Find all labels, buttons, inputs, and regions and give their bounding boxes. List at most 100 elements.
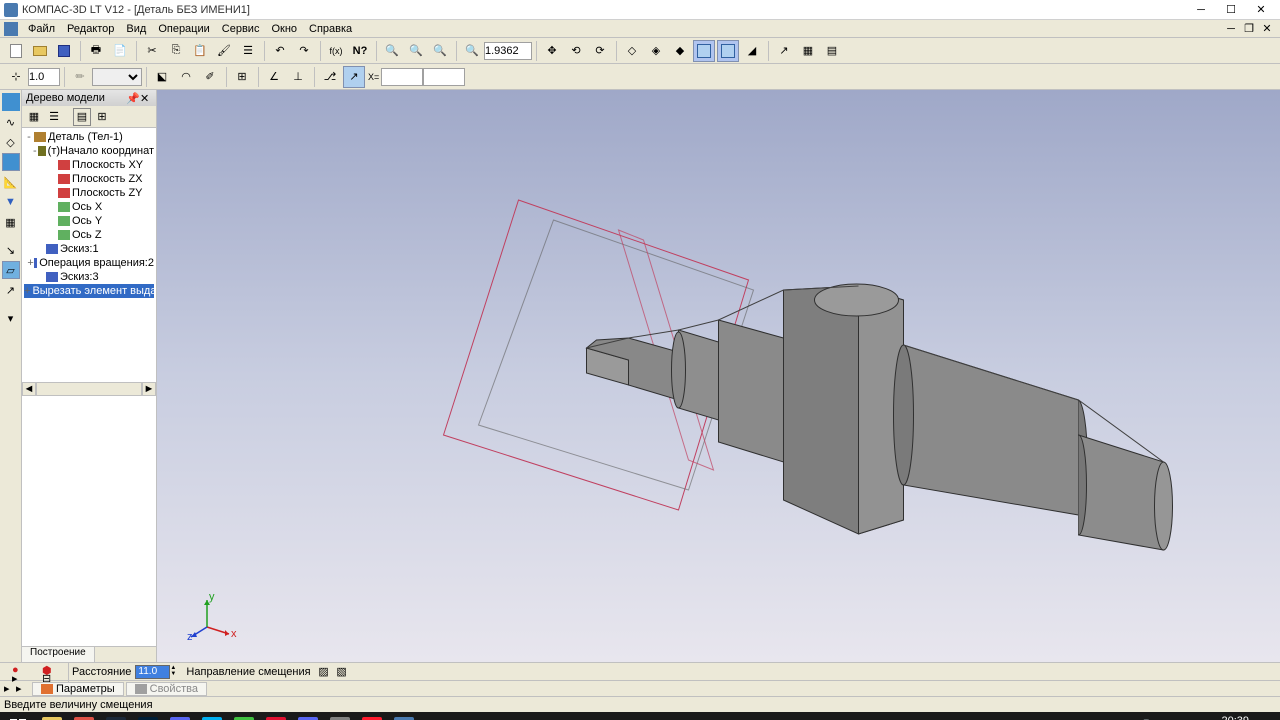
fx-button[interactable]: f(x) (325, 40, 347, 62)
taskbar-app-kompas[interactable] (388, 712, 420, 720)
tool-spec[interactable]: ▦ (2, 213, 20, 231)
taskbar-app-explorer[interactable] (36, 712, 68, 720)
tree-hscroll[interactable]: ◄ ► (22, 382, 156, 396)
menu-service[interactable]: Сервис (216, 22, 266, 36)
pan-button[interactable]: ✥ (541, 40, 563, 62)
menu-view[interactable]: Вид (120, 22, 152, 36)
taskbar-app-discord[interactable] (292, 712, 324, 720)
distance-spinner[interactable]: ▲▼ (170, 665, 182, 679)
taskbar-app-opera[interactable] (356, 712, 388, 720)
tab-build[interactable]: Построение (22, 647, 95, 662)
tool-measure[interactable]: 📐 (2, 173, 20, 191)
scroll-left[interactable]: ◄ (22, 382, 36, 396)
tab-properties[interactable]: Свойства (126, 682, 207, 696)
zoom-combo[interactable] (484, 42, 532, 60)
tree-item[interactable]: +Операция вращения:2 (24, 256, 154, 270)
direction-fwd-button[interactable]: ▨ (316, 665, 332, 679)
erase2-button[interactable]: ✐ (199, 66, 221, 88)
taskbar-app-obs[interactable] (260, 712, 292, 720)
param-auto[interactable]: ▸ (12, 672, 26, 680)
zoom-window-button[interactable]: 🔍 (405, 40, 427, 62)
coord-y-input[interactable] (423, 68, 465, 86)
tree-item[interactable]: Ось Y (24, 214, 154, 228)
save-button[interactable] (53, 40, 75, 62)
preview-button[interactable]: 📄 (109, 40, 131, 62)
tree-item[interactable]: Ось X (24, 200, 154, 214)
tool-line[interactable]: ∿ (2, 113, 20, 131)
tool-surface[interactable]: ◇ (2, 133, 20, 151)
tree-item[interactable]: +Вырезать элемент выдав (24, 284, 154, 298)
erase-button[interactable]: ✏ (69, 66, 91, 88)
wireframe-button[interactable]: ◇ (621, 40, 643, 62)
zoom-scale-button[interactable]: 🔍 (461, 40, 483, 62)
ortho-button[interactable]: ⬕ (151, 66, 173, 88)
redraw-button[interactable]: ⟳ (589, 40, 611, 62)
tool-extrude[interactable] (2, 93, 20, 111)
print-button[interactable]: 🖶 (85, 40, 107, 62)
param-apply[interactable]: ● (12, 664, 26, 672)
coord-button[interactable]: ↗ (343, 66, 365, 88)
tree-item[interactable]: -Деталь (Тел-1) (24, 130, 154, 144)
new-button[interactable] (5, 40, 27, 62)
tool-filter[interactable]: ▼ (2, 193, 20, 211)
open-button[interactable] (29, 40, 51, 62)
copy-button[interactable]: ⎘ (165, 40, 187, 62)
tree-item[interactable]: Плоскость XY (24, 158, 154, 172)
menu-file[interactable]: Файл (22, 22, 61, 36)
taskbar-app-app1[interactable] (324, 712, 356, 720)
tree-item[interactable]: -(т)Начало координат (24, 144, 154, 158)
tool-edit[interactable]: ↘ (2, 241, 20, 259)
tool-aux[interactable] (2, 153, 20, 171)
angle-button[interactable]: ∠ (263, 66, 285, 88)
taskbar-app-visualstudio[interactable] (164, 712, 196, 720)
taskbar-app-skype[interactable] (196, 712, 228, 720)
tree-item[interactable]: Плоскость ZY (24, 186, 154, 200)
param-stop[interactable]: ⬢ (42, 664, 56, 672)
param-opt[interactable]: ⊟ (42, 672, 56, 680)
pt-struct[interactable]: ⊞ (93, 108, 111, 126)
menu-help[interactable]: Справка (303, 22, 358, 36)
menu-operations[interactable]: Операции (152, 22, 215, 36)
taskbar-app-steam[interactable] (100, 712, 132, 720)
tab-parameters[interactable]: Параметры (32, 682, 124, 696)
tool-axis[interactable]: ↗ (2, 281, 20, 299)
close-button[interactable]: ✕ (1246, 0, 1276, 20)
round-button[interactable]: ◠ (175, 66, 197, 88)
rotate-button[interactable]: ⟲ (565, 40, 587, 62)
panel-close-icon[interactable]: ✕ (140, 92, 152, 104)
perspective-button[interactable]: ◢ (741, 40, 763, 62)
section-button[interactable]: ▤ (821, 40, 843, 62)
coord-x-input[interactable] (381, 68, 423, 86)
redo-button[interactable]: ↷ (293, 40, 315, 62)
tool-plane[interactable]: ▱ (2, 261, 20, 279)
tray-clock[interactable]: 20:39 27.02.2018 (1194, 716, 1249, 720)
taskbar-app-3dsmax[interactable] (228, 712, 260, 720)
mdi-minimize[interactable]: ─ (1223, 22, 1239, 36)
start-button[interactable] (0, 712, 36, 720)
orientation-button[interactable]: ↗ (773, 40, 795, 62)
tree-item[interactable]: Плоскость ZX (24, 172, 154, 186)
brush-button[interactable]: 🖌 (213, 40, 235, 62)
tree-item[interactable]: Эскиз:1 (24, 242, 154, 256)
pt-list[interactable]: ▤ (73, 108, 91, 126)
model-tree[interactable]: -Деталь (Тел-1)-(т)Начало координат Плос… (22, 128, 156, 382)
props-button[interactable]: ☰ (237, 40, 259, 62)
menu-window[interactable]: Окно (265, 22, 303, 36)
zoom-in-button[interactable]: 🔍 (381, 40, 403, 62)
sheet-prev[interactable]: ▸ (4, 682, 16, 695)
nohidden-button[interactable]: ◆ (669, 40, 691, 62)
perp-button[interactable]: ⊥ (287, 66, 309, 88)
pin-icon[interactable]: 📌 (126, 92, 138, 104)
grid-show-button[interactable]: ⊞ (231, 66, 253, 88)
maximize-button[interactable]: ☐ (1216, 0, 1246, 20)
tree-item[interactable]: Эскиз:3 (24, 270, 154, 284)
step-combo[interactable] (28, 68, 60, 86)
hidden-button[interactable]: ◈ (645, 40, 667, 62)
tool-expand[interactable]: ▾ (2, 309, 20, 327)
iso-button[interactable]: ▦ (797, 40, 819, 62)
snap-button[interactable]: ⊹ (5, 66, 27, 88)
distance-input[interactable] (135, 665, 170, 679)
zoom-prev-button[interactable]: 🔍 (429, 40, 451, 62)
tree-item[interactable]: Ось Z (24, 228, 154, 242)
style-combo[interactable] (92, 68, 142, 86)
